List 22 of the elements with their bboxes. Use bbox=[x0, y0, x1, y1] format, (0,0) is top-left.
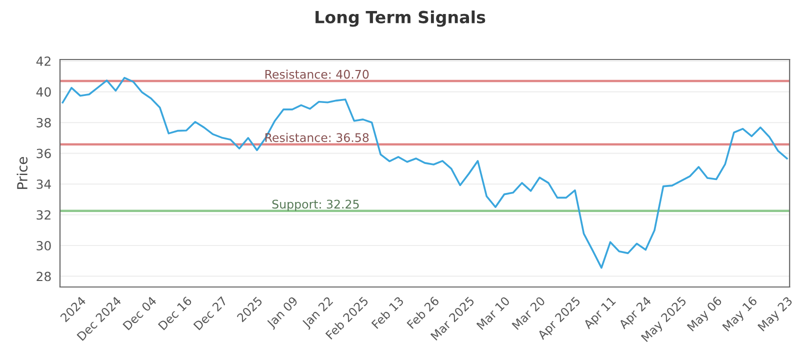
x-tick-label: Feb 13 bbox=[371, 296, 404, 330]
y-tick-label: 38 bbox=[36, 118, 51, 128]
x-tick-label: Dec 04 bbox=[122, 296, 157, 330]
y-tick-label: 40 bbox=[36, 87, 51, 97]
chart-title: Long Term Signals bbox=[316, 10, 486, 27]
y-tick-label: 34 bbox=[36, 179, 51, 189]
x-tick-label: Mar 20 bbox=[512, 296, 546, 330]
x-tick-label: Dec 27 bbox=[193, 296, 228, 330]
ref-line-label: Resistance: 36.58 bbox=[265, 132, 369, 142]
x-tick-label: Jan 09 bbox=[266, 296, 300, 330]
y-tick-label: 36 bbox=[36, 148, 51, 158]
x-tick-label: Mar 10 bbox=[476, 296, 510, 330]
x-tick-label: Dec 16 bbox=[158, 296, 192, 330]
x-tick-label: Apr 11 bbox=[582, 296, 618, 332]
y-tick-label: 30 bbox=[36, 240, 51, 250]
ref-line-label: Resistance: 40.70 bbox=[265, 70, 369, 79]
ref-line-label: Support: 32.25 bbox=[272, 200, 359, 211]
y-tick-label: 32 bbox=[36, 210, 50, 220]
y-axis-title: Price bbox=[16, 157, 28, 189]
y-tick-label: 28 bbox=[36, 272, 51, 282]
x-tick-label: Feb 26 bbox=[406, 296, 440, 330]
y-tick-label: 42 bbox=[36, 56, 50, 66]
